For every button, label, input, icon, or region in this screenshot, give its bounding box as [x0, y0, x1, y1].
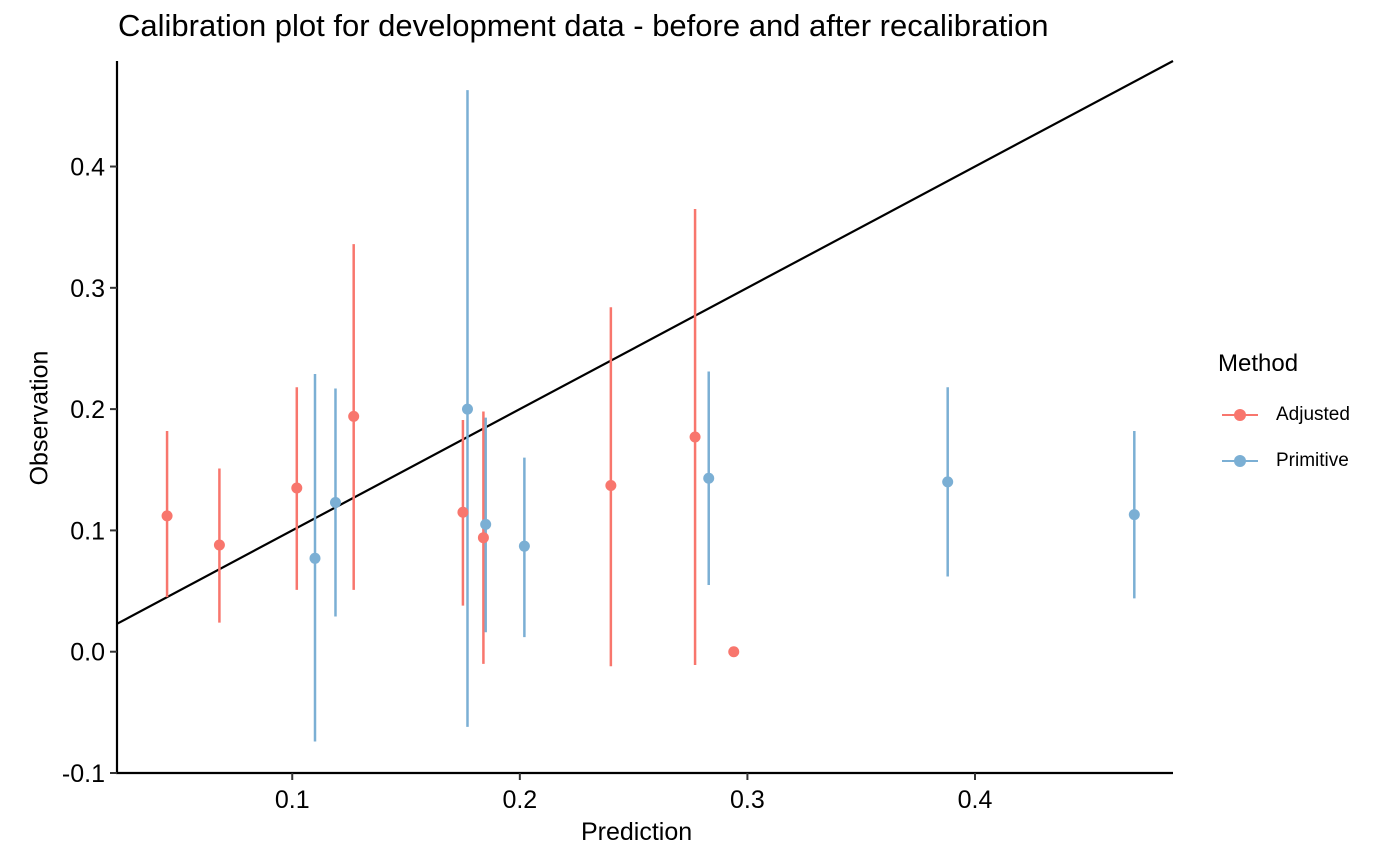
y-tick-label-3: 0.2 [70, 396, 105, 424]
legend-title: Method [1218, 350, 1299, 377]
legend-label-primitive: Primitive [1276, 450, 1349, 471]
reference-line [116, 60, 1174, 625]
point-primitive-0 [309, 552, 321, 564]
point-primitive-5 [703, 472, 715, 484]
point-primitive-2 [461, 403, 473, 415]
y-tick-label-4: 0.3 [70, 275, 105, 303]
legend-item-adjusted: Adjusted [1218, 392, 1350, 438]
legend-label-adjusted: Adjusted [1276, 404, 1350, 425]
axes-layer: -0.1 0.0 0.1 0.2 0.3 0.4 0.1 0.2 0.3 0.4 [62, 61, 1173, 814]
x-axis-title: Prediction [581, 818, 693, 846]
legend-item-primitive: Primitive [1218, 438, 1350, 484]
error-bar-layer [165, 90, 1136, 742]
point-adjusted-1 [213, 539, 225, 551]
point-adjusted-4 [457, 506, 469, 518]
point-adjusted-8 [728, 646, 740, 658]
x-tick-label-3: 0.4 [958, 786, 993, 814]
point-primitive-1 [329, 497, 341, 509]
legend-key-primitive [1218, 438, 1258, 484]
point-layer [161, 403, 1140, 658]
point-adjusted-0 [161, 510, 173, 522]
chart-title: Calibration plot for development data - … [118, 8, 1049, 43]
point-adjusted-2 [291, 482, 303, 494]
point-adjusted-3 [348, 410, 360, 422]
legend-key-adjusted [1218, 392, 1258, 438]
x-tick-label-1: 0.2 [502, 786, 537, 814]
y-tick-label-1: 0.0 [70, 639, 105, 667]
point-primitive-6 [942, 476, 954, 488]
y-axis-title: Observation [25, 350, 54, 486]
point-adjusted-6 [605, 480, 617, 492]
reference-line-layer [116, 60, 1174, 625]
point-adjusted-5 [477, 532, 489, 544]
y-tick-label-5: 0.4 [70, 154, 105, 182]
point-primitive-3 [480, 518, 492, 530]
legend: Method Adjusted Primitive [1218, 350, 1350, 484]
x-tick-label-2: 0.3 [730, 786, 765, 814]
point-primitive-4 [518, 540, 530, 552]
y-tick-label-0: -0.1 [62, 760, 105, 788]
x-tick-label-0: 0.1 [275, 786, 310, 814]
point-primitive-7 [1128, 509, 1140, 521]
point-adjusted-7 [689, 431, 701, 443]
y-tick-label-2: 0.1 [70, 517, 105, 545]
